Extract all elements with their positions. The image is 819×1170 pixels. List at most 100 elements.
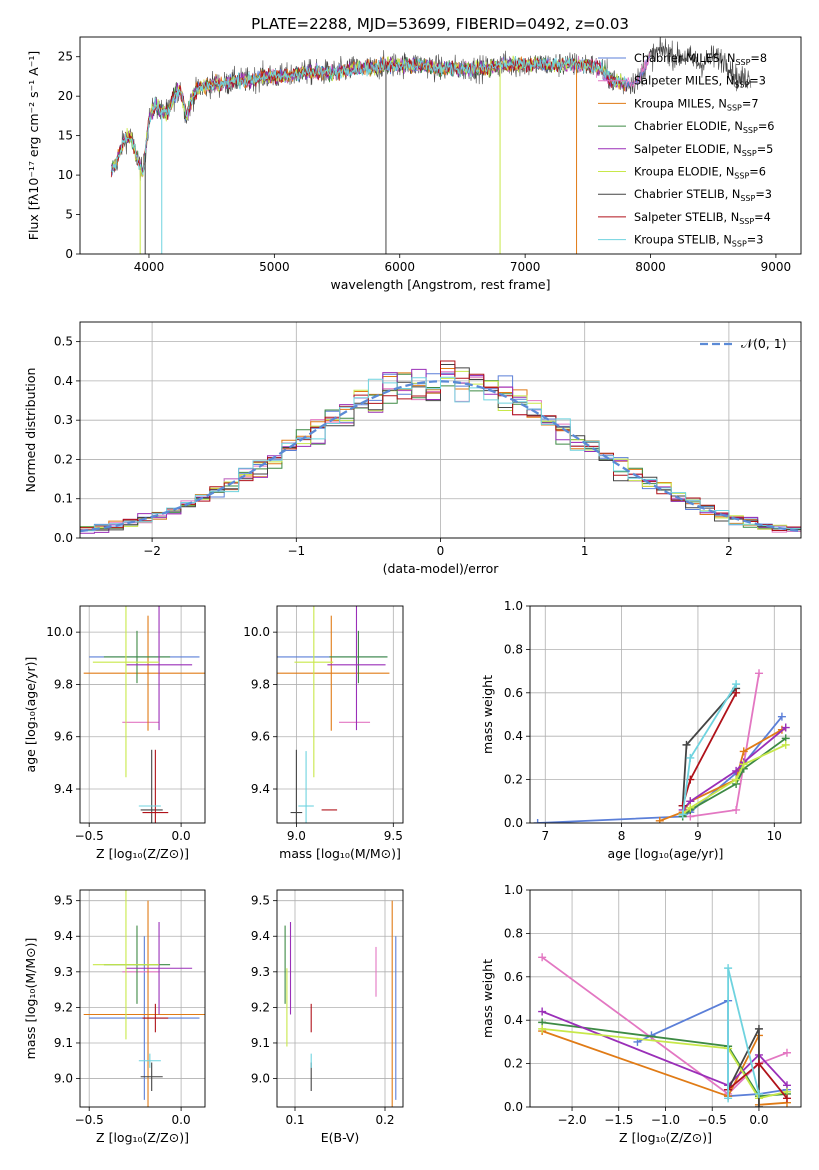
y-tick-label: 25: [58, 50, 73, 64]
legend-label: Chabrier ELODIE, NSSP=6: [634, 120, 774, 135]
legend-suffix: =5: [757, 143, 774, 156]
weight-point: [732, 680, 741, 689]
weight-point: [682, 740, 691, 749]
y-axis-label: Flux [fλ10⁻¹⁷ erg cm⁻² s⁻¹ A⁻¹]: [26, 51, 41, 240]
x-axis-label: (data-model)/error: [383, 561, 500, 576]
residuals-panel: −2 −1 0 1 2 0.0 0.1 0.2 0.3 0.4 0.5 (data-model)/er…: [23, 321, 802, 576]
legend-text: Salpeter MILES, N: [634, 75, 734, 88]
y-tick-label: 9.2: [54, 1000, 73, 1014]
plot-frame: [276, 889, 404, 1108]
y-axis-label: mass weight: [480, 959, 495, 1038]
age-vs-mass-panel: 9.0 9.5 9.4 9.6 9.8 10.0 mass [log₁₀(M/M⊙)]: [243, 605, 404, 861]
y-axis-label: Normed distribution: [23, 368, 38, 493]
legend-label: Chabrier STELIB, NSSP=3: [634, 188, 772, 203]
weight-point: [538, 1024, 547, 1033]
plot-frame: [79, 321, 802, 539]
weight-vs-metallicity-panel: −2.0 −1.5 −1.0 −0.5 0.0 0.0 0.2 0.4 0.6 0.8 1.0 Z […: [480, 883, 802, 1145]
x-tick-label: 9.5: [384, 829, 403, 843]
legend-text: Salpeter ELODIE, N: [634, 143, 742, 156]
normal-curve: [80, 380, 801, 533]
y-tick-label: 1.0: [504, 599, 523, 613]
legend-suffix: =6: [749, 166, 766, 179]
x-tick-label: 4000: [134, 260, 165, 274]
x-tick-label: 7: [541, 829, 549, 843]
x-tick-label: −1.0: [651, 1113, 680, 1127]
y-tick-label: 0.4: [54, 374, 73, 388]
legend-label: Kroupa STELIB, NSSP=3: [634, 234, 763, 249]
x-tick-label: 8000: [635, 260, 666, 274]
y-tick-label: 0.3: [54, 413, 73, 427]
legend-text: Chabrier ELODIE, N: [634, 120, 743, 133]
x-tick-label: 0.1: [285, 1113, 304, 1127]
legend-subscript: SSP: [727, 103, 742, 112]
x-axis-label: Z [log₁₀(Z/Z⊙)]: [96, 1130, 189, 1145]
weight-point: [754, 1059, 763, 1068]
legend-text: Kroupa ELODIE, N: [634, 166, 734, 179]
y-tick-label: 9.4: [251, 782, 270, 796]
legend-subscript: SSP: [740, 194, 755, 203]
histogram-series: [80, 376, 801, 532]
y-tick-label: 15: [58, 129, 73, 143]
x-tick-label: 9000: [761, 260, 792, 274]
legend-subscript: SSP: [734, 81, 749, 90]
weight-point: [781, 723, 790, 732]
x-tick-label: 8: [618, 829, 626, 843]
legend-label: Kroupa MILES, NSSP=7: [634, 97, 759, 112]
weight-point: [781, 740, 790, 749]
weight-point: [686, 803, 695, 812]
plot-frame: [529, 889, 802, 1108]
weight-point: [777, 712, 786, 721]
y-tick-label: 9.1: [251, 1036, 270, 1050]
weight-point: [754, 1024, 763, 1033]
x-tick-label: 0: [437, 544, 445, 558]
y-tick-label: 0.6: [504, 686, 523, 700]
plot-frame: [79, 605, 206, 824]
y-axis-label: age [log₁₀(age/yr)]: [23, 657, 38, 773]
x-tick-label: −2: [143, 544, 161, 558]
y-tick-label: 9.3: [54, 965, 73, 979]
plot-frame: [79, 889, 206, 1108]
weight-series-line: [659, 728, 783, 822]
plot-area: [284, 900, 397, 1107]
y-tick-label: 0.2: [504, 773, 523, 787]
legend-suffix: =4: [754, 211, 771, 224]
y-tick-label: 9.6: [54, 730, 73, 744]
y-tick-label: 0: [65, 247, 73, 261]
x-tick-label: −1: [287, 544, 305, 558]
y-tick-label: 0.0: [504, 1100, 523, 1114]
y-tick-label: 1.0: [504, 883, 523, 897]
legend-label: 𝒩(0, 1): [741, 336, 787, 351]
y-tick-label: 9.4: [54, 782, 73, 796]
y-tick-label: 0.4: [504, 1013, 523, 1027]
legend-text: Kroupa STELIB, N: [634, 234, 732, 247]
x-tick-label: 9.0: [287, 829, 306, 843]
weight-series-line: [541, 956, 788, 1096]
legend-subscript: SSP: [732, 240, 747, 249]
plot-area: [110, 37, 752, 254]
weight-point: [739, 747, 748, 756]
x-tick-label: −1.5: [604, 1113, 633, 1127]
y-tick-label: 5: [65, 208, 73, 222]
weight-point: [724, 1094, 733, 1103]
y-tick-label: 20: [58, 89, 73, 103]
y-tick-label: 0.8: [504, 642, 523, 656]
x-tick-label: −0.5: [698, 1113, 727, 1127]
y-tick-label: 10: [58, 168, 73, 182]
y-tick-label: 0.6: [504, 970, 523, 984]
legend-suffix: =7: [742, 97, 759, 110]
legend-suffix: =3: [747, 234, 764, 247]
y-tick-label: 10.0: [46, 625, 73, 639]
spectrum-line: [110, 55, 626, 176]
y-tick-label: 0.0: [54, 531, 73, 545]
x-tick-label: −2.0: [557, 1113, 586, 1127]
plot-area: [83, 890, 205, 1107]
x-tick-label: 1: [581, 544, 589, 558]
legend-text: Chabrier MILES, N: [634, 52, 735, 65]
legend-label: Kroupa ELODIE, NSSP=6: [634, 166, 766, 181]
weight-point: [782, 1094, 791, 1103]
weight-point: [754, 1103, 763, 1107]
weight-series-line: [541, 1010, 788, 1087]
weight-point: [538, 953, 547, 962]
x-axis-label: Z [log₁₀(Z/Z⊙)]: [619, 1130, 712, 1145]
